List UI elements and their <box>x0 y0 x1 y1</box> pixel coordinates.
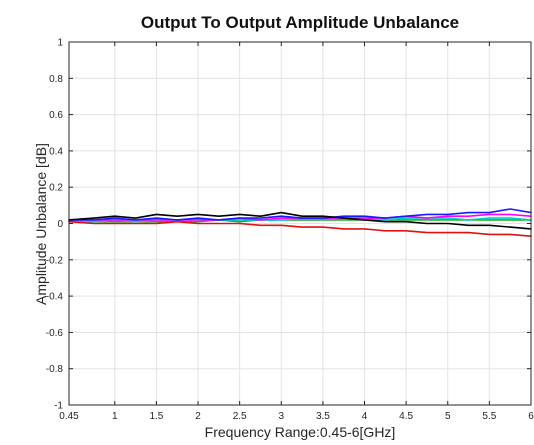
x-tick-label: 4.5 <box>399 411 413 422</box>
y-tick-label: -1 <box>54 401 63 412</box>
x-tick-label: 6 <box>528 411 534 422</box>
y-tick-label: -0.4 <box>46 292 64 303</box>
series-line-5 <box>68 220 532 237</box>
y-tick-labels: -1 -0.8 -0.6 -0.4 -0.2 0 0.2 0.4 0.6 0.8 1 <box>46 38 64 412</box>
x-tick-label: 3 <box>278 411 284 422</box>
series-line-1 <box>68 208 532 221</box>
y-axis-label: Amplitude Unbalance [dB] <box>33 143 49 305</box>
x-tick-label: 5 <box>445 411 451 422</box>
y-tick-label: -0.8 <box>46 364 64 375</box>
x-tick-labels: 0.45 1 1.5 2 2.5 3 3.5 4 4.5 5 5.5 6 <box>59 411 534 422</box>
y-tick-label: 0.2 <box>49 183 63 194</box>
x-tick-label: 0.45 <box>59 411 79 422</box>
x-tick-label: 3.5 <box>316 411 330 422</box>
y-tick-label: 1 <box>57 38 63 49</box>
series-line-0 <box>68 211 532 230</box>
series-line-4 <box>68 219 532 223</box>
data-series <box>68 208 532 237</box>
x-tick-label: 2.5 <box>233 411 247 422</box>
y-tick-label: 0.4 <box>49 146 63 157</box>
x-tick-label: 4 <box>362 411 368 422</box>
x-tick-label: 1 <box>112 411 118 422</box>
y-tick-label: -0.2 <box>46 255 64 266</box>
x-tick-label: 1.5 <box>149 411 163 422</box>
y-tick-label: 0.6 <box>49 110 63 121</box>
x-tick-label: 2 <box>195 411 201 422</box>
chart-title: Output To Output Amplitude Unbalance <box>141 13 459 32</box>
y-tick-label: 0.8 <box>49 74 63 85</box>
y-tick-label: -0.6 <box>46 328 64 339</box>
axis-ticks <box>68 41 532 406</box>
x-axis-label: Frequency Range:0.45-6[GHz] <box>205 424 396 440</box>
x-tick-label: 5.5 <box>482 411 496 422</box>
y-tick-label: 0 <box>57 219 63 230</box>
